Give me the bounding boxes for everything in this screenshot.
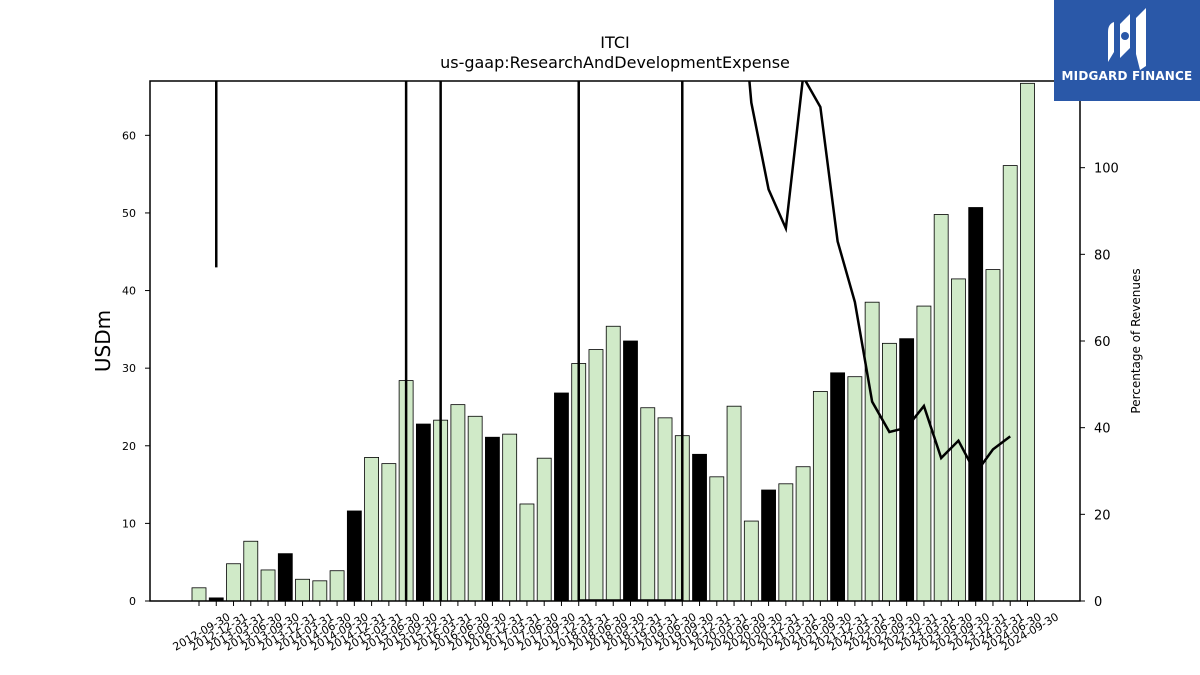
y-tick-label: 10 (122, 517, 136, 530)
bar-2021-06-30 (795, 466, 811, 602)
y-right-tick-label: 60 (1094, 335, 1111, 350)
bar-2022-12-31 (899, 338, 915, 602)
y-right-tick-label: 0 (1094, 595, 1102, 610)
bar-2018-06-30 (588, 349, 604, 602)
chart-title: ITCI (600, 33, 629, 52)
bar-2019-12-31 (692, 453, 707, 602)
bar-2020-09-30 (743, 520, 759, 602)
bar-2022-09-30 (882, 342, 897, 602)
bar-2012-09-30 (191, 587, 207, 602)
y-tick-label: 0 (129, 595, 136, 608)
logo-text: MIDGARD FINANCE (1061, 69, 1193, 83)
bar-2016-12-31 (485, 436, 500, 602)
bar-2019-06-30 (657, 417, 673, 602)
bar-2014-03-31 (295, 578, 310, 602)
bar-2024-09-30 (1020, 82, 1035, 602)
bar-2023-12-31 (968, 207, 984, 602)
bar-2013-06-30 (243, 540, 259, 602)
bar-2016-09-30 (467, 415, 483, 602)
y-right-tick-label: 40 (1094, 422, 1111, 437)
bar-2018-09-30 (605, 325, 621, 602)
bar-2014-09-30 (329, 570, 345, 602)
y-tick-label: 40 (122, 285, 136, 298)
bar-group (191, 82, 1035, 602)
bar-2022-06-30 (864, 301, 880, 602)
bar-2024-06-30 (1002, 165, 1018, 602)
y-right-tick-label: 20 (1094, 508, 1111, 523)
bar-2021-03-31 (778, 483, 794, 602)
y-right-tick-label: 80 (1094, 248, 1111, 263)
y-tick-label: 20 (122, 440, 136, 453)
bar-2022-03-31 (847, 376, 863, 602)
midgard-m-icon (1108, 8, 1146, 70)
y-tick-label: 60 (122, 129, 136, 142)
bar-2023-03-31 (916, 305, 932, 602)
bar-2020-06-30 (726, 405, 742, 602)
bar-2017-09-30 (536, 457, 552, 602)
bar-2017-03-31 (502, 433, 518, 602)
bar-2019-03-31 (640, 407, 656, 602)
y-tick-label: 30 (122, 362, 136, 375)
axes: 01020304050600204060801002012-09-302012-… (122, 80, 1119, 654)
y-right-tick-label: 100 (1094, 162, 1119, 177)
bar-2014-12-31 (346, 510, 362, 602)
bar-2015-12-31 (415, 423, 431, 602)
bar-2021-12-31 (830, 372, 846, 602)
bar-2020-12-31 (761, 489, 776, 602)
bar-2024-03-31 (985, 269, 1001, 602)
chart-subtitle: us-gaap:ResearchAndDevelopmentExpense (440, 53, 790, 72)
bar-2014-06-30 (312, 580, 328, 602)
y-axis-label: USDm (91, 310, 115, 372)
bar-2015-06-30 (381, 463, 397, 602)
bar-2018-12-31 (623, 340, 638, 602)
midgard-finance-logo: MIDGARD FINANCE (1054, 0, 1200, 101)
bar-2020-03-31 (709, 476, 725, 602)
bar-2021-09-30 (812, 391, 828, 602)
y-tick-label: 50 (122, 207, 136, 220)
bar-2017-12-31 (554, 392, 569, 602)
y-axis-right-label: Percentage of Revenues (1129, 268, 1143, 413)
bar-2013-03-31 (226, 563, 241, 602)
bar-2016-06-30 (450, 404, 466, 602)
bar-2015-03-31 (364, 457, 380, 602)
bar-2013-09-30 (260, 569, 276, 602)
bar-2013-12-31 (277, 553, 293, 602)
bar-2017-06-30 (519, 503, 535, 602)
bar-2023-06-30 (933, 214, 949, 602)
